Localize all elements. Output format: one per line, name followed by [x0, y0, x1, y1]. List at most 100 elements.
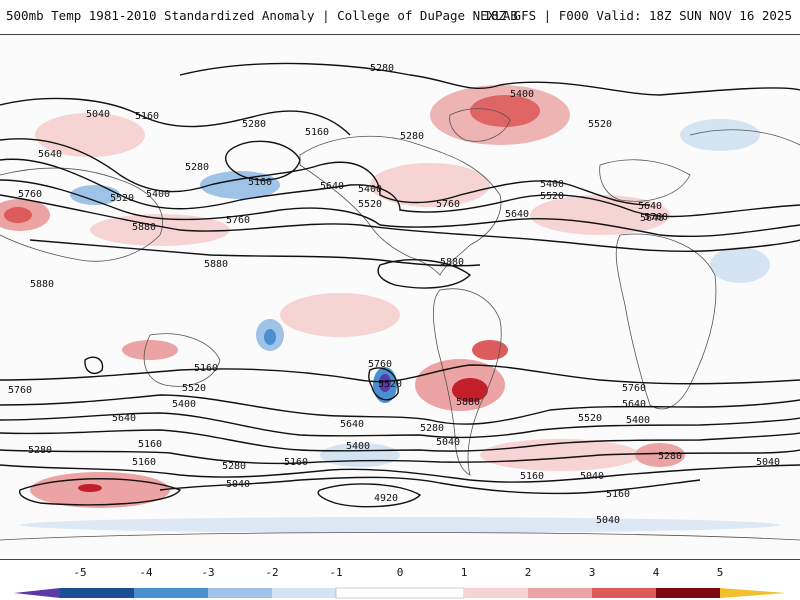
contour-5280-north: [179, 62, 800, 96]
map-title: 500mb Temp 1981-2010 Standardized Anomal…: [6, 8, 518, 23]
contour-label: 5760: [18, 189, 42, 200]
contour-label: 5520: [588, 119, 612, 130]
contour-label: 5040: [86, 109, 110, 120]
colorbar-extreme-cold: [14, 588, 60, 598]
warm-anomaly-patch: [4, 207, 32, 223]
greenland-coast: [449, 108, 511, 142]
warm-anomaly-patch: [90, 214, 230, 246]
contour-label: 5160: [520, 471, 544, 482]
contour-5160-south: [0, 464, 800, 483]
contour-5040-antarctic: [18, 478, 182, 506]
contour-label: 5160: [284, 457, 308, 468]
africa-coast: [615, 233, 717, 410]
australia-coast: [143, 333, 221, 387]
colorbar-tick: 4: [652, 566, 660, 579]
contour-label: 5400: [510, 89, 534, 100]
colorbar-tick: 0: [396, 566, 404, 579]
contour-label: 5400: [172, 399, 196, 410]
colorbar-tick: -1: [329, 566, 343, 579]
anomaly-shading: [0, 85, 780, 533]
cold-anomaly-patch: [200, 171, 280, 199]
cold-anomaly-patch: [70, 185, 120, 205]
contour-label: 5760: [644, 212, 668, 223]
contour-label: 5040: [580, 471, 604, 482]
contour-label: 5040: [226, 479, 250, 490]
colorbar-swatch: [528, 588, 592, 598]
contour-label: 5040: [436, 437, 460, 448]
contour-5880-equator: [377, 259, 472, 289]
contour-label: 5280: [28, 445, 52, 456]
contour-label: 5520: [378, 379, 402, 390]
colorbar-tick: -2: [265, 566, 279, 579]
contour-label: 5640: [640, 213, 664, 224]
height-contours: [0, 62, 800, 508]
contour-label: 5640: [38, 149, 62, 160]
colorbar-swatch: [335, 587, 465, 599]
contour-label: 5400: [358, 184, 382, 195]
cold-anomaly-patch: [20, 517, 780, 533]
colorbar-swatch: [60, 588, 134, 598]
contour-label: 5760: [368, 359, 392, 370]
contour-5760-south: [0, 364, 800, 385]
asia-coast-east: [689, 129, 800, 146]
contour-label: 5400: [346, 441, 370, 452]
contour-label: 5400: [146, 189, 170, 200]
contour-label: 5640: [638, 201, 662, 212]
contour-5520-loop: [367, 367, 399, 401]
contour-label: 5640: [320, 181, 344, 192]
cold-anomaly-patch: [710, 247, 770, 283]
colorbar-swatch: [272, 588, 336, 598]
contour-5040-south: [159, 476, 701, 495]
contour-label: 5520: [182, 383, 206, 394]
contour-5280-south: [0, 449, 800, 465]
contour-label: 5520: [578, 413, 602, 424]
contour-label: 5880: [456, 397, 480, 408]
colorbar-extreme-warm: [720, 588, 786, 598]
warm-anomaly-patch: [280, 293, 400, 337]
contour-4920-ring: [317, 483, 422, 508]
contour-label: 5160: [138, 439, 162, 450]
contour-5400-south: [0, 429, 800, 452]
warm-anomaly-patch: [78, 484, 102, 492]
contour-label: 4920: [374, 493, 398, 504]
warm-anomaly-patch: [452, 378, 488, 402]
colorbar-tick: -4: [139, 566, 153, 579]
cold-anomaly-patch: [379, 374, 391, 392]
contour-label: 5520: [358, 199, 382, 210]
contour-5400-north: [0, 138, 651, 206]
contour-5640-south: [0, 394, 800, 425]
contour-labels: 5280 5040 5160 5280 5160 5400 5520 5640 …: [8, 63, 780, 526]
coastlines: [0, 108, 800, 541]
colorbar-strip: [14, 587, 786, 599]
contour-label: 5280: [242, 119, 266, 130]
contour-5760-north: [0, 194, 800, 253]
warm-anomaly-patch: [370, 163, 490, 207]
north-america-coast: [299, 135, 502, 276]
header: 500mb Temp 1981-2010 Standardized Anomal…: [0, 0, 800, 34]
colorbar-swatch: [656, 588, 720, 598]
valid-time-label: 18Z GFS | F000 Valid: 18Z SUN NOV 16 202…: [483, 8, 792, 23]
contour-label: 5880: [132, 222, 156, 233]
colorbar-tick: 3: [588, 566, 596, 579]
warm-anomaly-patch: [470, 95, 540, 127]
contour-label: 5160: [248, 177, 272, 188]
contour-5640-north: [0, 179, 800, 238]
contour-label: 5160: [132, 457, 156, 468]
contour-label: 5280: [420, 423, 444, 434]
contour-label: 5880: [30, 279, 54, 290]
colorbar-swatch: [134, 588, 208, 598]
contour-label: 5760: [436, 199, 460, 210]
warm-anomaly-patch: [635, 443, 685, 467]
warm-anomaly-patch: [472, 340, 508, 360]
antarctica-coast: [0, 532, 800, 541]
contour-label: 5040: [596, 515, 620, 526]
contour-label: 5760: [8, 385, 32, 396]
contour-label: 5760: [226, 215, 250, 226]
map-area: 5280 5040 5160 5280 5160 5400 5520 5640 …: [0, 34, 800, 560]
contour-label: 5520: [540, 191, 564, 202]
cold-anomaly-patch: [264, 329, 276, 345]
colorbar-tick: -3: [201, 566, 215, 579]
warm-anomaly-patch: [530, 195, 670, 235]
colorbar-tick: 5: [716, 566, 724, 579]
contour-label: 5280: [658, 451, 682, 462]
